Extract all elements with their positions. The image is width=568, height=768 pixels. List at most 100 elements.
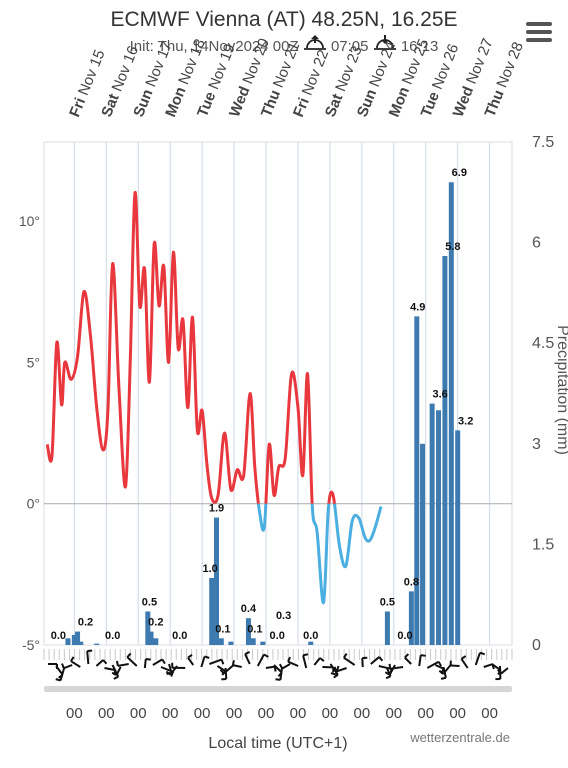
wind-barb — [404, 656, 412, 665]
precip-value-label: 0.0 — [270, 630, 285, 642]
precip-bar — [420, 443, 426, 645]
day-label-date: Nov 19 — [204, 41, 239, 95]
wind-barb — [265, 665, 275, 669]
day-label-date: Nov 20 — [238, 36, 273, 90]
wind-barb-flag — [116, 660, 119, 667]
y-right-tick-label: 1.5 — [532, 536, 554, 553]
precip-value-label: 0.1 — [215, 623, 230, 635]
wind-barb — [335, 667, 347, 673]
scroll-track — [44, 686, 512, 692]
wind-barb-flag — [420, 654, 426, 657]
day-label-date: Nov 21 — [268, 40, 303, 94]
init-text: Init: Thu, 14Nov2024 00Z — [129, 38, 299, 55]
hour-tick-label: 00 — [194, 705, 211, 722]
wind-barb-flag — [126, 652, 132, 658]
wind-barb-flag — [161, 658, 166, 665]
wind-barb — [200, 656, 206, 668]
hour-tick-label: 00 — [290, 705, 307, 722]
wind-barb — [279, 666, 284, 681]
precip-bar — [429, 403, 435, 645]
wind-barb-flag — [330, 672, 337, 676]
wind-barb — [70, 660, 81, 668]
wind-barb — [209, 658, 222, 665]
wind-barb-flag — [384, 671, 391, 676]
precip-bar — [145, 611, 151, 645]
precip-bar — [245, 618, 251, 645]
wind-barb-flag — [437, 661, 442, 667]
precip-labels: 0.0 0.2 0.0 0.5 0.2 0.0 1.0 1.9 0.1 0.4 0.1 0.0 0.3 0… — [51, 167, 474, 642]
hour-tick-label: 00 — [98, 705, 115, 722]
wind-barb-flag — [145, 658, 151, 661]
wind-barb-flag — [244, 651, 251, 655]
wind-barb-flag — [220, 659, 225, 665]
y-left-tick-label: -5° — [22, 637, 40, 653]
wind-barb — [500, 667, 509, 675]
precip-value-label: 0.1 — [247, 623, 262, 635]
wind-barb — [223, 664, 235, 675]
wind-barb — [302, 655, 308, 669]
wind-barb-flag — [438, 669, 444, 675]
wind-barb — [313, 657, 321, 666]
precip-bar — [228, 641, 234, 645]
precip-value-label: 0.0 — [303, 630, 318, 642]
precip-value-label: 0.3 — [276, 610, 291, 622]
wind-barb-flag — [333, 673, 339, 679]
wind-barb-flag — [378, 656, 384, 662]
precip-value-label: 0.0 — [105, 630, 120, 642]
credit-text: wetterzentrale.de — [409, 730, 510, 745]
precip-value-label: 3.6 — [432, 389, 447, 401]
precip-bar — [148, 631, 154, 645]
wind-barb-flag — [385, 675, 392, 680]
wind-barb — [390, 666, 404, 670]
y-right-tick-label: 3 — [532, 436, 541, 453]
hour-tick-label: 00 — [322, 705, 339, 722]
wind-barb-flag — [102, 659, 108, 665]
wind-barb-flag — [460, 655, 467, 660]
wind-barb-flag — [319, 657, 325, 662]
precip-bar — [250, 638, 256, 645]
wind-barb-flag — [55, 678, 61, 682]
init-line: Init: Thu, 14Nov2024 00Z 07:05 16:13 — [0, 35, 568, 55]
day-label-date: Nov 23 — [331, 44, 366, 98]
precip-bar — [260, 641, 266, 645]
precip-bar — [78, 641, 84, 645]
precip-bar — [65, 638, 71, 645]
hour-tick-label: 00 — [354, 705, 371, 722]
sunrise-time: 07:05 — [330, 38, 369, 55]
precip-value-label: 0.2 — [148, 617, 163, 629]
y-right-axis-title: Precipitation (mm) — [554, 325, 568, 455]
hour-tick-label: 00 — [130, 705, 147, 722]
wind-barb — [224, 667, 228, 680]
sunrise-icon — [303, 35, 327, 51]
wind-barb — [388, 664, 396, 676]
wind-barb — [244, 653, 251, 665]
temperature-line — [45, 191, 383, 605]
precip-bar — [308, 641, 314, 645]
precip-value-label: 0.5 — [142, 596, 157, 608]
hour-tick-label: 00 — [449, 705, 466, 722]
wind-barb — [232, 664, 242, 668]
precip-bar — [414, 316, 420, 645]
precip-value-label: 3.2 — [458, 415, 473, 427]
axes-layer: -5° 0° 5° 10° 0 1.5 3 4.5 6 7.5 Precipitation (mm) — [19, 134, 568, 654]
precip-bar — [436, 410, 442, 645]
sunset-icon — [373, 35, 397, 51]
wind-barb — [152, 658, 163, 666]
precip-value-label: 4.9 — [410, 301, 425, 313]
hour-tick-label: 00 — [481, 705, 498, 722]
hamburger-menu-icon[interactable] — [526, 22, 552, 44]
plot-frame — [43, 141, 513, 646]
wind-barb-flag — [263, 653, 269, 658]
day-label-date: Nov 26 — [427, 41, 462, 95]
y-left-tick-label: 5° — [27, 354, 40, 370]
wind-barb-flag — [204, 655, 210, 659]
wind-barb-flag — [404, 653, 410, 659]
precip-value-label: 1.0 — [202, 563, 217, 575]
precip-bar — [408, 591, 414, 645]
day-label-weekday: Fri — [290, 95, 313, 119]
wind-barb-flag — [231, 660, 235, 666]
day-label-date: Nov 16 — [107, 44, 142, 98]
temperature-line-cold — [213, 503, 383, 605]
day-label-date: Nov 24 — [364, 39, 399, 93]
